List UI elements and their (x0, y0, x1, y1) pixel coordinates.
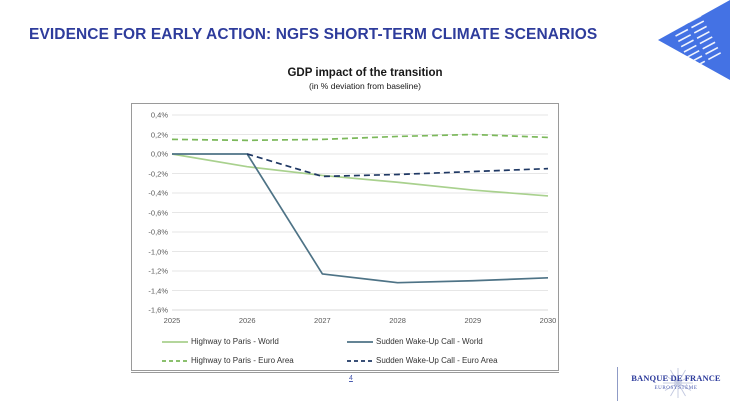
x-axis-tick-label: 2027 (314, 316, 331, 325)
y-axis-tick-label: -1,6% (148, 305, 168, 315)
y-axis-tick-label: -1,0% (148, 247, 168, 256)
y-axis-tick-label: -1,4% (148, 286, 168, 295)
legend-label: Sudden Wake-Up Call - Euro Area (376, 356, 498, 365)
legend-swatch (162, 357, 188, 365)
slide-title: EVIDENCE FOR EARLY ACTION: NGFS SHORT-TE… (29, 26, 598, 43)
y-axis-tick-label: 0,4% (150, 110, 168, 120)
legend-label: Highway to Paris - Euro Area (191, 356, 294, 365)
chart-heading: GDP impact of the transition (in % devia… (0, 66, 730, 92)
x-axis-tick-label: 2028 (389, 316, 406, 325)
x-axis-tick-label: 2026 (238, 316, 256, 325)
y-axis-tick-label: -0,2% (148, 169, 168, 178)
chart-container: 0,4% 0,2% 0,0% -0,2% -0,4% -0,6% -0,8% -1,0% -1,… (131, 103, 559, 371)
footer-divider (131, 372, 559, 373)
legend-entry: Sudden Wake-Up Call - Euro Area (347, 356, 532, 365)
y-axis-tick-label: -1,2% (148, 266, 168, 276)
chart-series-line-1 (171, 133, 549, 142)
chart-subtitle: (in % deviation from baseline) (309, 81, 421, 91)
x-axis-tick-label: 2030 (539, 316, 557, 325)
chart-series-line-3 (246, 153, 549, 178)
logo-divider (617, 367, 618, 401)
chart-series-line-2 (172, 153, 549, 284)
y-axis-tick-label: -0,4% (148, 188, 168, 198)
legend-entry: Sudden Wake-Up Call - World (347, 337, 532, 346)
banque-de-france-logo: BANQUE DE FRANCE EUROSYSTÈME (617, 367, 721, 403)
chart-plot-area: 0,4% 0,2% 0,0% -0,2% -0,4% -0,6% -0,8% -1,0% -1,… (132, 104, 560, 372)
logo-subtitle: EUROSYSTÈME (654, 386, 698, 391)
y-axis-tick-label: 0,2% (150, 130, 168, 139)
wedge-dash-pattern (663, 0, 722, 69)
y-axis-tick-label: -0,8% (148, 227, 168, 237)
x-axis-tick-label: 2029 (464, 316, 482, 325)
y-axis-tick-label: -0,6% (148, 208, 168, 217)
starburst-icon (663, 368, 693, 398)
legend-label: Sudden Wake-Up Call - World (376, 337, 483, 346)
legend-entry: Highway to Paris - World (162, 337, 347, 346)
legend-swatch (162, 338, 188, 346)
chart-title: GDP impact of the transition (287, 67, 443, 79)
logo-name: BANQUE DE FRANCE (631, 373, 721, 383)
chart-legend: Highway to Paris - World Sudden Wake-Up C… (162, 332, 532, 370)
legend-entry: Highway to Paris - Euro Area (162, 356, 347, 365)
legend-swatch (347, 338, 373, 346)
legend-swatch (347, 357, 373, 365)
chart-svg (171, 114, 549, 311)
chart-series-line-0 (171, 153, 549, 197)
legend-label: Highway to Paris - World (191, 337, 279, 346)
x-axis-tick-label: 2025 (163, 316, 181, 325)
page-number[interactable]: 4 (349, 375, 353, 382)
y-axis-tick-label: 0,0% (150, 149, 168, 159)
